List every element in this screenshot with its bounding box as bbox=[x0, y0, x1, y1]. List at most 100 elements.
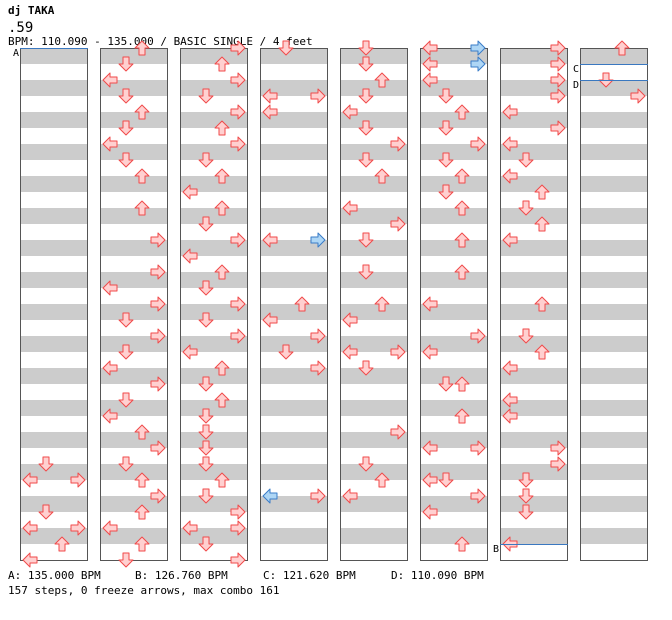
beat-stripe bbox=[180, 336, 248, 352]
down-arrow-icon bbox=[198, 152, 214, 168]
down-arrow-icon bbox=[358, 120, 374, 136]
beat-stripe bbox=[20, 496, 88, 512]
beat-stripe bbox=[180, 432, 248, 448]
beat-stripe bbox=[420, 240, 488, 256]
down-arrow-icon bbox=[518, 328, 534, 344]
down-arrow-icon bbox=[518, 472, 534, 488]
right-arrow-icon bbox=[150, 232, 166, 248]
beat-stripe bbox=[340, 112, 408, 128]
right-arrow-icon bbox=[150, 440, 166, 456]
bpm-change-label: B bbox=[493, 544, 499, 555]
left-arrow-icon bbox=[182, 248, 198, 264]
beat-stripe bbox=[420, 48, 488, 64]
right-arrow-icon bbox=[230, 552, 246, 568]
down-arrow-icon bbox=[438, 88, 454, 104]
down-arrow-icon bbox=[118, 456, 134, 472]
beat-stripe bbox=[500, 336, 568, 352]
down-arrow-icon bbox=[518, 488, 534, 504]
beat-stripe bbox=[500, 368, 568, 384]
beat-stripe bbox=[260, 144, 328, 160]
right-arrow-icon bbox=[310, 232, 326, 248]
up-arrow-icon bbox=[454, 408, 470, 424]
right-arrow-icon bbox=[470, 40, 486, 56]
beat-stripe bbox=[340, 368, 408, 384]
beat-stripe bbox=[100, 336, 168, 352]
beat-stripe bbox=[20, 336, 88, 352]
left-arrow-icon bbox=[102, 280, 118, 296]
beat-stripe bbox=[580, 208, 648, 224]
beat-stripe bbox=[420, 368, 488, 384]
beat-stripe bbox=[100, 176, 168, 192]
left-arrow-icon bbox=[22, 552, 38, 568]
beat-stripe bbox=[180, 496, 248, 512]
up-arrow-icon bbox=[454, 232, 470, 248]
beat-stripe bbox=[180, 272, 248, 288]
beat-stripe bbox=[180, 80, 248, 96]
beat-stripe bbox=[340, 144, 408, 160]
up-arrow-icon bbox=[134, 200, 150, 216]
down-arrow-icon bbox=[438, 376, 454, 392]
beat-stripe bbox=[580, 48, 648, 64]
down-arrow-icon bbox=[518, 152, 534, 168]
left-arrow-icon bbox=[182, 520, 198, 536]
right-arrow-icon bbox=[470, 136, 486, 152]
beat-stripe bbox=[500, 48, 568, 64]
beat-stripe bbox=[420, 176, 488, 192]
beat-stripe bbox=[500, 80, 568, 96]
bpm-legend-b: B: 126.760 BPM bbox=[135, 569, 228, 582]
up-arrow-icon bbox=[454, 536, 470, 552]
down-arrow-icon bbox=[358, 152, 374, 168]
right-arrow-icon bbox=[310, 360, 326, 376]
beat-stripe bbox=[100, 208, 168, 224]
down-arrow-icon bbox=[358, 40, 374, 56]
measure-column bbox=[180, 48, 248, 561]
beat-stripe bbox=[20, 400, 88, 416]
beat-stripe bbox=[580, 112, 648, 128]
up-arrow-icon bbox=[454, 376, 470, 392]
right-arrow-icon bbox=[470, 328, 486, 344]
beat-stripe bbox=[20, 80, 88, 96]
up-arrow-icon bbox=[214, 264, 230, 280]
beat-stripe bbox=[100, 48, 168, 64]
left-arrow-icon bbox=[262, 488, 278, 504]
beat-stripe bbox=[580, 432, 648, 448]
up-arrow-icon bbox=[214, 200, 230, 216]
right-arrow-icon bbox=[550, 72, 566, 88]
up-arrow-icon bbox=[134, 104, 150, 120]
left-arrow-icon bbox=[102, 360, 118, 376]
bpm-legend-a: A: 135.000 BPM bbox=[8, 569, 101, 582]
right-arrow-icon bbox=[230, 504, 246, 520]
bpm-change-label: A bbox=[13, 48, 19, 59]
right-arrow-icon bbox=[70, 472, 86, 488]
right-arrow-icon bbox=[470, 440, 486, 456]
down-arrow-icon bbox=[198, 88, 214, 104]
beat-stripe bbox=[420, 400, 488, 416]
down-arrow-icon bbox=[358, 88, 374, 104]
beat-stripe bbox=[500, 464, 568, 480]
beat-stripe bbox=[20, 48, 88, 64]
beat-stripe bbox=[500, 208, 568, 224]
right-arrow-icon bbox=[70, 520, 86, 536]
down-arrow-icon bbox=[278, 40, 294, 56]
left-arrow-icon bbox=[502, 232, 518, 248]
beat-stripe bbox=[100, 304, 168, 320]
left-arrow-icon bbox=[342, 488, 358, 504]
measure-column bbox=[100, 48, 168, 561]
up-arrow-icon bbox=[534, 184, 550, 200]
up-arrow-icon bbox=[214, 392, 230, 408]
measure-column bbox=[500, 48, 568, 561]
beat-stripe bbox=[100, 112, 168, 128]
song-artist: dj TAKA bbox=[8, 4, 55, 17]
down-arrow-icon bbox=[118, 552, 134, 568]
left-arrow-icon bbox=[422, 40, 438, 56]
left-arrow-icon bbox=[342, 200, 358, 216]
left-arrow-icon bbox=[502, 136, 518, 152]
beat-stripe bbox=[580, 176, 648, 192]
left-arrow-icon bbox=[502, 360, 518, 376]
right-arrow-icon bbox=[550, 40, 566, 56]
up-arrow-icon bbox=[134, 536, 150, 552]
left-arrow-icon bbox=[422, 344, 438, 360]
up-arrow-icon bbox=[454, 200, 470, 216]
right-arrow-icon bbox=[310, 88, 326, 104]
beat-stripe bbox=[180, 400, 248, 416]
